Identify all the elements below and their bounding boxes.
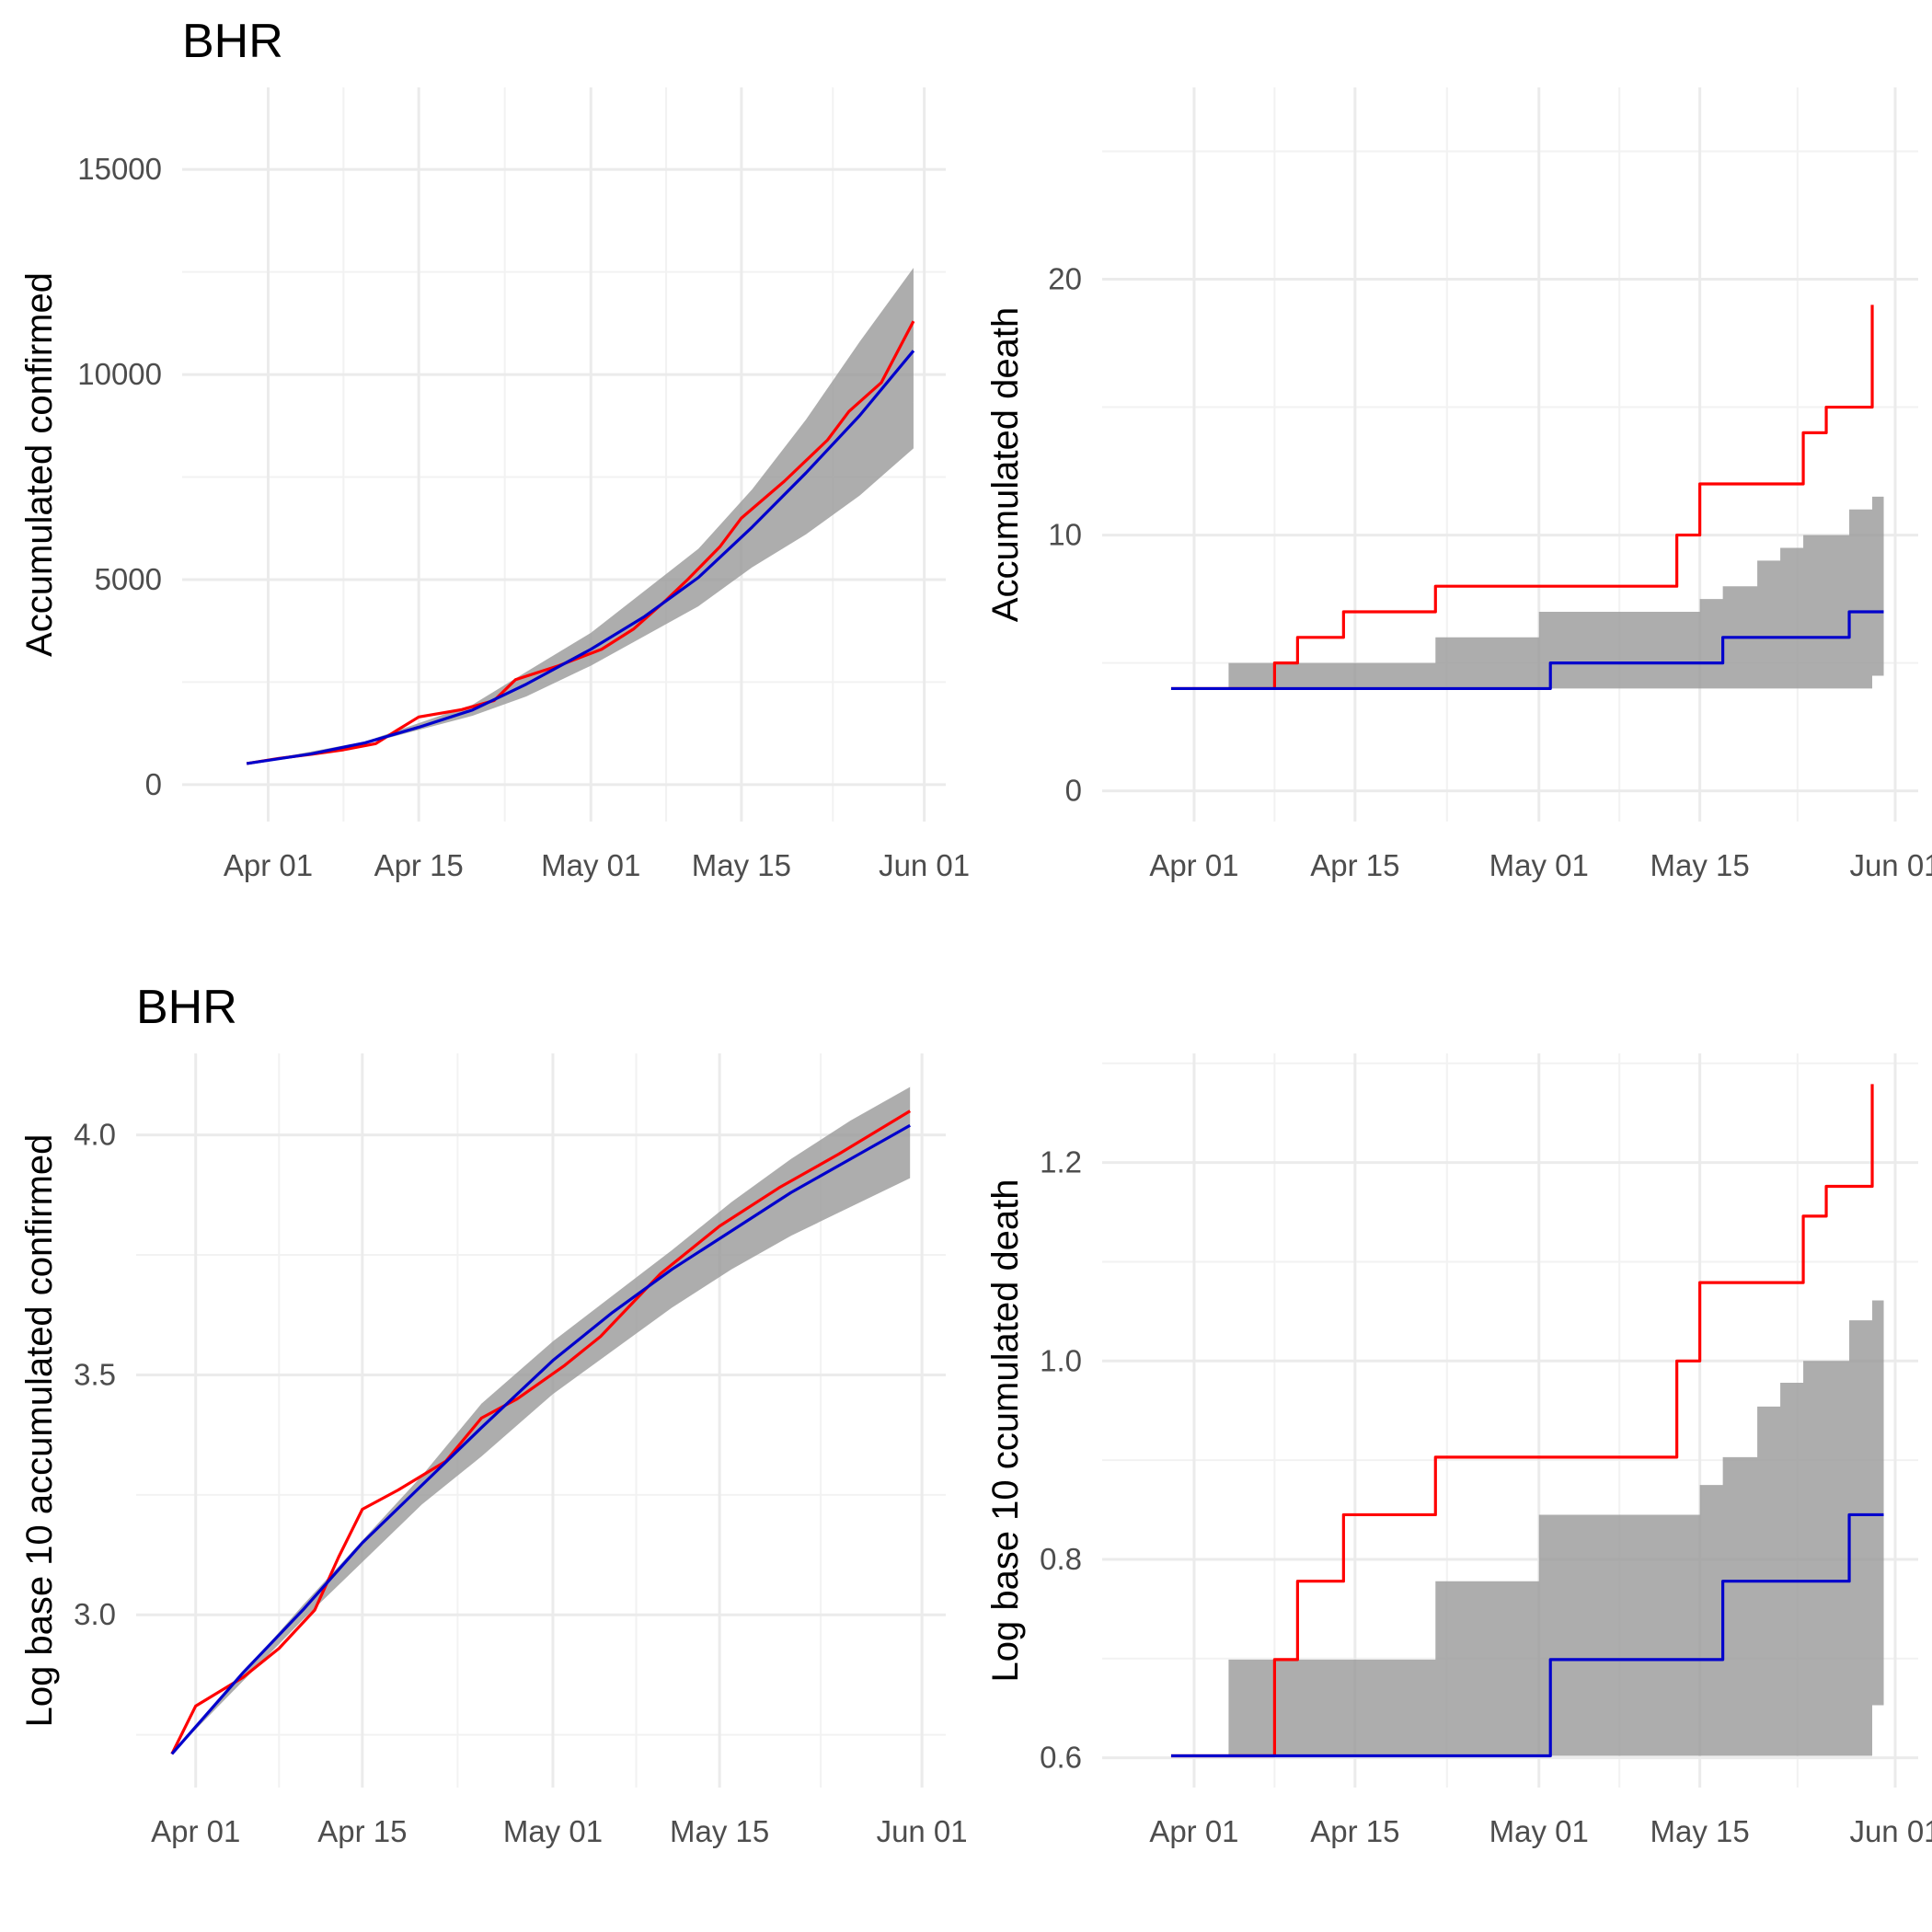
y-tick-label: 0 — [1065, 774, 1082, 808]
fitted-line — [1170, 610, 1884, 691]
observed-line — [170, 1110, 912, 1755]
x-tick-label: May 15 — [1650, 848, 1750, 882]
y-tick-label: 0.6 — [1040, 1741, 1082, 1775]
grid — [182, 87, 946, 822]
y-axis-label: Accumulated confirmed — [19, 272, 60, 657]
confidence-band — [171, 1087, 911, 1754]
x-tick-label: Apr 01 — [151, 1814, 240, 1848]
panel-title: BHR — [182, 15, 283, 68]
y-tick-label: 1.0 — [1040, 1343, 1082, 1377]
y-tick-label: 10 — [1048, 518, 1082, 552]
confidence-band — [1170, 1300, 1884, 1756]
x-tick-label: May 15 — [1650, 1814, 1750, 1848]
confidence-band — [247, 268, 914, 764]
y-tick-label: 20 — [1048, 262, 1082, 296]
panel-accumulated-confirmed: BHR Accumulated confirmed Apr 01 Apr 15 Ma… — [19, 15, 970, 882]
x-tick-label: Jun 01 — [1849, 848, 1932, 882]
y-tick-label: 3.0 — [74, 1597, 116, 1631]
x-tick-label: Apr 15 — [317, 1814, 407, 1848]
x-tick-label: Apr 15 — [1310, 848, 1399, 882]
y-tick-label: 15000 — [77, 152, 162, 186]
observed-line — [1170, 1084, 1874, 1758]
y-tick-label: 0.8 — [1040, 1542, 1082, 1576]
y-tick-label: 0 — [145, 767, 162, 801]
y-tick-label: 3.5 — [74, 1357, 116, 1391]
y-axis-label: Accumulated death — [985, 307, 1026, 622]
panel-log-accumulated-death: Log base 10 ccumulated death Apr 01 Apr 1… — [985, 1053, 1932, 1848]
x-tick-label: Apr 15 — [1310, 1814, 1399, 1848]
grid — [1102, 87, 1918, 822]
x-tick-label: Apr 15 — [374, 848, 464, 882]
y-tick-label: 5000 — [95, 562, 162, 596]
observed-line — [1170, 305, 1874, 691]
y-axis-label: Log base 10 ccumulated death — [985, 1179, 1026, 1682]
panel-accumulated-death: Accumulated death Apr 01 Apr 15 May 01 May … — [985, 87, 1932, 882]
panel-log-accumulated-confirmed: BHR Log base 10 accumulated confirmed Ap… — [19, 981, 968, 1848]
confidence-band — [1170, 496, 1884, 689]
panel-title: BHR — [136, 981, 237, 1034]
x-tick-label: Jun 01 — [1849, 1814, 1932, 1848]
x-tick-label: Apr 01 — [1149, 848, 1238, 882]
fitted-line — [246, 350, 915, 765]
x-tick-label: Apr 01 — [1149, 1814, 1238, 1848]
x-tick-label: Jun 01 — [879, 848, 970, 882]
x-tick-label: May 01 — [541, 848, 640, 882]
fitted-line — [1170, 1512, 1884, 1758]
x-tick-label: May 01 — [503, 1814, 603, 1848]
y-tick-label: 4.0 — [74, 1118, 116, 1152]
x-tick-label: May 01 — [1489, 1814, 1589, 1848]
x-tick-label: May 01 — [1489, 848, 1589, 882]
fitted-line — [170, 1123, 911, 1755]
x-tick-label: Jun 01 — [877, 1814, 968, 1848]
x-tick-label: May 15 — [692, 848, 791, 882]
y-tick-label: 10000 — [77, 357, 162, 391]
y-axis-label: Log base 10 accumulated confirmed — [19, 1134, 60, 1728]
x-tick-label: Apr 01 — [224, 848, 313, 882]
observed-line — [246, 320, 915, 765]
x-tick-label: May 15 — [670, 1814, 769, 1848]
y-tick-label: 1.2 — [1040, 1145, 1082, 1179]
